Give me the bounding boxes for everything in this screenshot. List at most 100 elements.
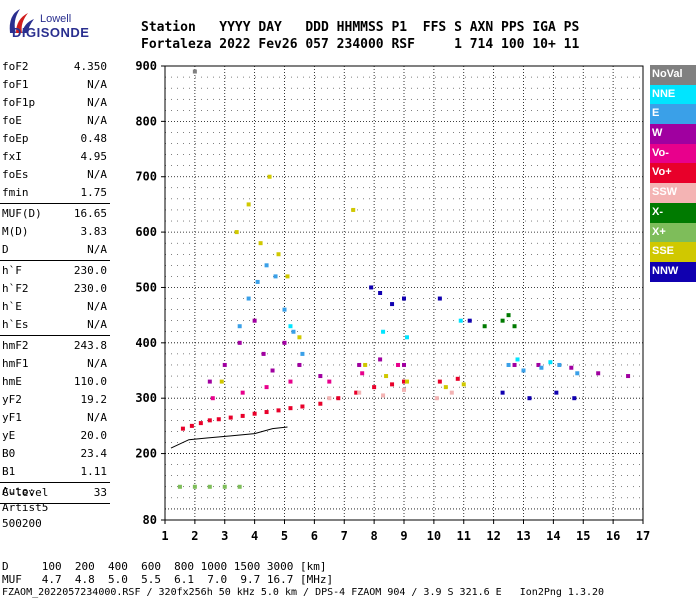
data-point-w xyxy=(207,379,212,384)
param-value: 3.83 xyxy=(80,225,108,238)
logo-lowell-text: Lowell xyxy=(40,13,72,25)
data-point-sse xyxy=(297,335,302,340)
data-point-w xyxy=(596,371,601,376)
legend-item-sse: SSE xyxy=(650,242,696,262)
param-value: 20.0 xyxy=(80,429,108,442)
data-point-sse xyxy=(363,362,368,367)
legend: NoVal NNE E W Vo- Vo+ SSW X- X+ SSE NNW xyxy=(650,65,696,282)
data-point-w xyxy=(270,368,275,373)
y-tick-label: 900 xyxy=(135,59,157,73)
legend-item-ssw: SSW xyxy=(650,183,696,203)
y-tick-label: 400 xyxy=(135,336,157,350)
data-point-e xyxy=(575,371,580,376)
x-tick-label: 8 xyxy=(371,529,378,543)
param-label: yF1 xyxy=(2,411,22,424)
param-row: h`F 230.0 xyxy=(0,262,110,280)
data-point-sse xyxy=(384,374,389,379)
data-point-w xyxy=(237,340,242,345)
x-tick-label: 13 xyxy=(516,529,530,543)
data-point-x- xyxy=(237,484,242,489)
data-point-vo- xyxy=(276,408,281,413)
data-point-ssw xyxy=(381,393,386,398)
auto-version: 500200 xyxy=(2,517,42,530)
data-point-w xyxy=(626,374,631,379)
x-tick-label: 7 xyxy=(341,529,348,543)
footer-file-info: FZAOM_2022057234000.RSF / 320fx256h 50 k… xyxy=(2,587,605,598)
data-point-vo- xyxy=(372,385,377,390)
x-tick-label: 17 xyxy=(636,529,650,543)
param-value: 16.65 xyxy=(73,207,107,220)
x-tick-label: 6 xyxy=(311,529,318,543)
param-label: fxI xyxy=(2,150,22,163)
data-point-nnw xyxy=(390,302,395,307)
data-point-vo- xyxy=(354,390,359,395)
param-row: hmE 110.0 xyxy=(0,373,110,391)
data-point-e xyxy=(255,279,260,284)
param-row: D N/A xyxy=(0,241,110,259)
param-label: yF2 xyxy=(2,393,22,406)
param-row: foF1 N/A xyxy=(0,76,110,94)
data-point-x- xyxy=(512,324,517,329)
param-label: hmF2 xyxy=(2,339,29,352)
data-point-sse xyxy=(351,207,356,212)
legend-item-w: W xyxy=(650,124,696,144)
data-point-w xyxy=(378,357,383,362)
data-point-w xyxy=(282,340,287,345)
legend-item-noval: NoVal xyxy=(650,65,696,85)
x-tick-label: 9 xyxy=(400,529,407,543)
param-value: N/A xyxy=(87,243,107,256)
param-label: D xyxy=(2,243,9,256)
param-label: hmF1 xyxy=(2,357,29,370)
data-point-nne xyxy=(381,329,386,334)
param-row: foF2 4.350 xyxy=(0,58,110,76)
y-tick-label: 600 xyxy=(135,225,157,239)
data-point-vo- xyxy=(252,411,257,416)
param-label: B0 xyxy=(2,447,16,460)
data-point-vo- xyxy=(402,379,406,384)
data-point-nnw xyxy=(369,285,374,290)
data-point-nne xyxy=(548,360,553,365)
legend-item-nnw: NNW xyxy=(650,261,696,282)
data-point-x- xyxy=(500,318,505,323)
data-point-noval xyxy=(192,69,197,74)
data-point-vo- xyxy=(437,379,442,384)
x-tick-label: 1 xyxy=(161,529,168,543)
data-point-e xyxy=(246,296,251,301)
y-tick-label: 300 xyxy=(135,391,157,405)
parameter-table: foF2 4.350 foF1 N/A foF1p N/A foE N/A foEp 0.48 fx… xyxy=(0,58,110,505)
param-value: 33 xyxy=(93,486,107,499)
y-tick-label: 700 xyxy=(135,170,157,184)
param-value: 1.11 xyxy=(80,465,108,478)
data-point-e xyxy=(521,368,526,373)
data-point-vo- xyxy=(288,406,293,411)
param-row: foEs N/A xyxy=(0,166,110,184)
x-tick-label: 16 xyxy=(606,529,620,543)
param-value: 110.0 xyxy=(73,375,107,388)
data-point-ssw xyxy=(357,390,362,395)
data-point-w xyxy=(512,362,517,367)
data-point-sse xyxy=(285,274,290,279)
x-tick-label: 5 xyxy=(281,529,288,543)
data-point-e xyxy=(300,351,305,356)
data-point-vo- xyxy=(264,385,269,390)
data-point-nnw xyxy=(437,296,442,301)
data-point-vo- xyxy=(288,379,293,384)
data-point-x- xyxy=(482,324,487,329)
data-point-w xyxy=(261,351,266,356)
y-tick-label: 80 xyxy=(143,513,157,527)
data-point-x- xyxy=(222,484,227,489)
data-point-ssw xyxy=(402,387,406,392)
param-separator xyxy=(0,260,110,261)
param-label: B1 xyxy=(2,465,16,478)
legend-item-x-: X- xyxy=(650,202,696,223)
data-point-vo- xyxy=(264,410,269,415)
param-label: foF1p xyxy=(2,96,36,109)
data-point-sse xyxy=(276,252,281,257)
data-point-nnw xyxy=(378,291,383,295)
data-point-vo- xyxy=(216,417,221,422)
param-label: h`Es xyxy=(2,318,29,331)
data-point-vo- xyxy=(318,401,323,406)
data-point-e xyxy=(557,362,562,367)
data-point-e xyxy=(539,365,544,370)
